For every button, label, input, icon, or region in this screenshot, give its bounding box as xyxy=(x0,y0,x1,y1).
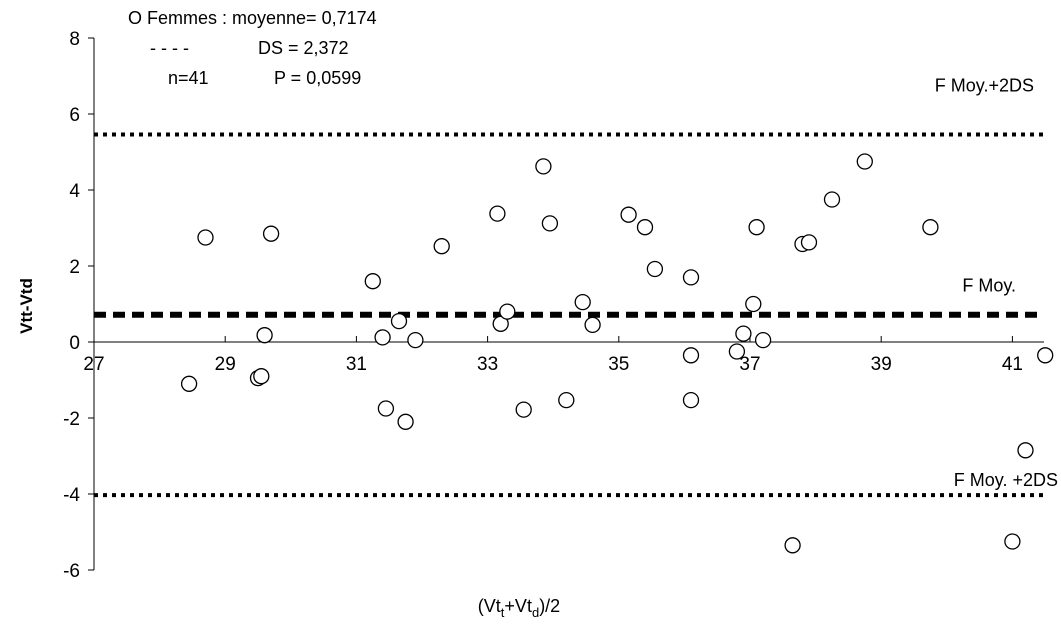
reference-label-mean: F Moy. xyxy=(962,276,1016,296)
y-tick-label: 8 xyxy=(69,29,80,50)
data-point xyxy=(407,331,424,349)
data-point xyxy=(574,293,591,311)
y-tick-label: -4 xyxy=(63,485,80,506)
x-axis-label: (Vtt+Vtd)/2 xyxy=(478,596,560,620)
data-point xyxy=(253,368,270,385)
data-point xyxy=(397,413,414,430)
y-tick-label: -2 xyxy=(63,409,80,430)
legend-line-2: DS = 2,372 xyxy=(258,38,349,58)
data-point xyxy=(800,234,818,251)
data-point xyxy=(754,331,772,349)
y-tick-label: 6 xyxy=(69,105,80,126)
x-tick-label: 39 xyxy=(871,354,892,375)
x-tick-label: 31 xyxy=(346,354,367,375)
data-point xyxy=(682,347,700,364)
data-point xyxy=(433,238,450,255)
data-point xyxy=(682,269,700,286)
data-point xyxy=(745,295,762,313)
y-tick-label: 4 xyxy=(69,181,80,202)
x-label-part-1: (Vt xyxy=(478,596,501,616)
data-point xyxy=(646,260,664,278)
data-point xyxy=(784,537,801,554)
x-tick-label: 29 xyxy=(215,354,236,375)
x-tick-label: 33 xyxy=(477,354,498,375)
x-label-part-3: )/2 xyxy=(539,596,560,616)
data-point xyxy=(682,391,700,409)
data-point xyxy=(728,343,746,360)
data-point xyxy=(748,219,765,236)
data-point xyxy=(515,401,532,418)
data-point xyxy=(856,153,873,170)
data-point xyxy=(558,391,575,409)
data-point xyxy=(584,316,601,334)
y-axis-label: Vtt-Vtd xyxy=(17,278,36,334)
data-point xyxy=(636,219,654,236)
data-point xyxy=(823,191,841,208)
legend-line-1: O Femmes : moyenne= 0,7174 xyxy=(128,8,377,28)
data-point xyxy=(390,312,408,330)
reference-label-lower: F Moy. +2DS xyxy=(954,470,1058,490)
reference-label-upper: F Moy.+2DS xyxy=(935,76,1034,96)
reference-lines: F Moy.+2DS F Moy. F Moy. +2DS xyxy=(94,76,1058,498)
y-tick-label: -6 xyxy=(63,561,80,582)
data-point xyxy=(541,215,559,232)
data-point xyxy=(620,206,637,223)
data-point xyxy=(377,400,395,417)
data-point xyxy=(1037,347,1054,364)
data-point xyxy=(489,205,506,222)
data-point xyxy=(180,375,198,392)
data-point xyxy=(922,219,939,236)
data-point xyxy=(1004,533,1021,550)
data-point xyxy=(262,225,280,242)
x-tick-label: 37 xyxy=(739,354,760,375)
data-point xyxy=(735,325,752,342)
data-point xyxy=(374,329,391,346)
x-label-part-2: +Vt xyxy=(504,596,532,616)
data-point xyxy=(535,158,552,175)
legend-p: P = 0,0599 xyxy=(274,68,361,88)
y-tick-label: 0 xyxy=(69,333,80,354)
data-point xyxy=(197,229,214,246)
y-axis-ticks: -6 -4 -2 0 2 4 6 8 xyxy=(63,29,94,582)
x-tick-label: 41 xyxy=(1002,354,1023,375)
data-point xyxy=(1017,442,1034,459)
x-axis-ticks: 27 29 31 33 35 37 39 41 xyxy=(83,336,1023,375)
data-point xyxy=(256,327,273,344)
data-point xyxy=(364,273,381,290)
y-tick-label: 2 xyxy=(69,257,80,278)
x-label-sub-1: t xyxy=(501,605,505,620)
data-point xyxy=(499,303,516,320)
legend-n: n=41 xyxy=(168,68,209,88)
legend-dash-sample: - - - - xyxy=(150,38,189,58)
x-tick-label: 35 xyxy=(608,354,629,375)
data-points xyxy=(180,153,1054,554)
x-label-sub-2: d xyxy=(532,605,539,620)
